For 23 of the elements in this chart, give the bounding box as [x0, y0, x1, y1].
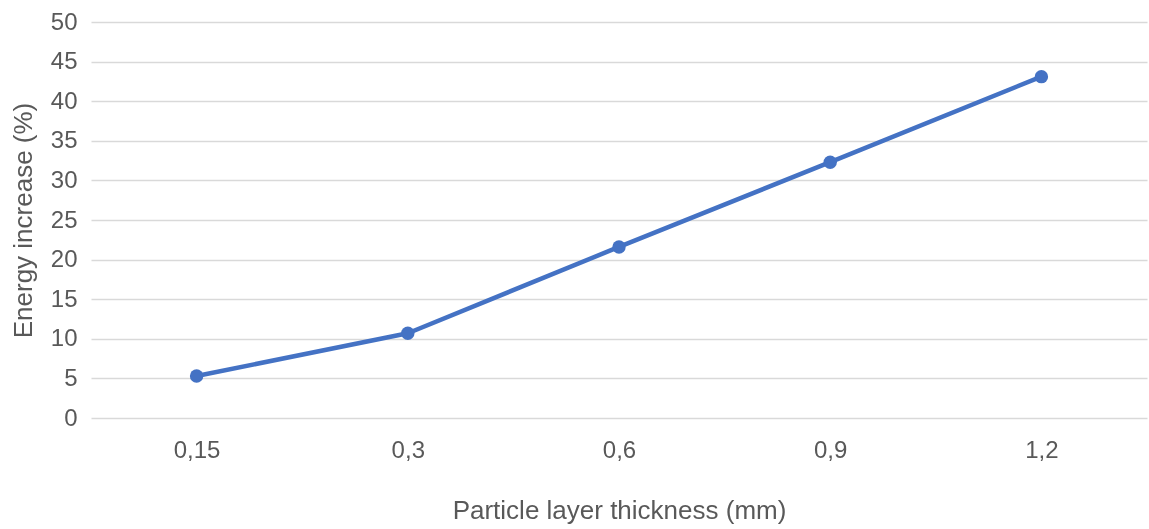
y-tick-label: 0: [64, 403, 78, 431]
x-tick-label: 1,2: [1025, 435, 1059, 463]
y-tick-label: 10: [50, 324, 78, 352]
point: [189, 369, 204, 383]
y-tick-label: 25: [50, 205, 78, 233]
x-tick-label: 0,3: [391, 435, 425, 463]
point: [612, 240, 626, 254]
point: [823, 155, 837, 169]
y-tick-label: 20: [50, 245, 78, 273]
y-tick-label: 45: [50, 47, 78, 75]
y-tick-label: 40: [50, 86, 78, 114]
y-axis-title: Energy increase (%): [7, 102, 38, 339]
y-tick-label: 50: [50, 7, 78, 35]
y-tick-label: 35: [50, 126, 78, 154]
point: [401, 326, 415, 340]
point: [1034, 69, 1049, 84]
x-tick-label: 0,15: [173, 435, 221, 463]
y-tick-label: 15: [50, 284, 78, 312]
y-tick-label: 30: [50, 165, 78, 193]
y-tick-label: 5: [64, 363, 78, 391]
x-tick-label: 0,6: [602, 435, 637, 463]
x-axis-title: Particle layer thickness (mm): [452, 494, 787, 525]
x-tick-label: 0,9: [814, 435, 848, 463]
